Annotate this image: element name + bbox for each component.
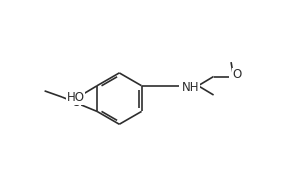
Text: O: O	[233, 68, 242, 81]
Text: O: O	[71, 96, 80, 109]
Text: NH: NH	[182, 81, 200, 94]
Text: HO: HO	[67, 91, 84, 104]
